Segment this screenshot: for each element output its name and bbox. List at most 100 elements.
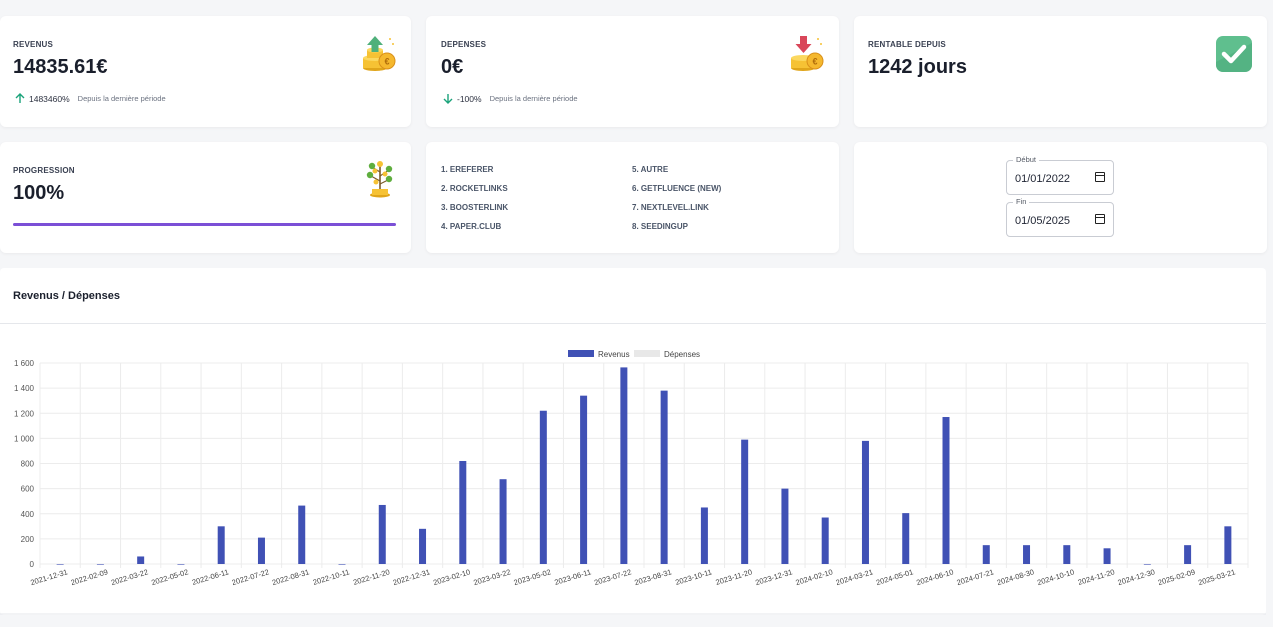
svg-text:€: € bbox=[384, 57, 389, 67]
progression-value: 100% bbox=[13, 182, 65, 204]
depenses-change-value: -100% bbox=[457, 93, 482, 104]
sources-col-2: 5. AUTRE 6. GETFLUENCE (NEW) 7. NEXTLEVE… bbox=[632, 164, 721, 240]
revenus-bar bbox=[56, 564, 64, 565]
arrow-up-icon bbox=[15, 93, 25, 103]
x-tick-label: 2022-05-02 bbox=[150, 567, 189, 587]
y-tick-label: 400 bbox=[21, 510, 35, 519]
revenus-bar bbox=[539, 410, 547, 564]
source-item: 5. AUTRE bbox=[632, 165, 669, 174]
depenses-label: DEPENSES bbox=[441, 40, 487, 49]
x-tick-label: 2023-08-31 bbox=[633, 567, 672, 587]
source-item: 3. BOOSTERLINK bbox=[441, 203, 509, 212]
progression-bar bbox=[13, 223, 396, 226]
revenus-bar bbox=[620, 367, 628, 564]
x-tick-label: 2024-07-21 bbox=[956, 567, 995, 587]
x-tick-label: 2023-05-02 bbox=[513, 567, 552, 587]
calendar-icon[interactable] bbox=[1095, 172, 1105, 182]
revenus-label: REVENUS bbox=[13, 40, 54, 49]
chart-title: Revenus / Dépenses bbox=[13, 290, 120, 302]
end-date-label: Fin bbox=[1013, 197, 1030, 206]
depenses-value: 0€ bbox=[441, 56, 464, 78]
sources-card: 1. EREFERER 2. ROCKETLINKS 3. BOOSTERLIN… bbox=[426, 142, 839, 253]
x-tick-label: 2023-06-11 bbox=[553, 567, 592, 587]
revenus-bar bbox=[861, 440, 869, 564]
revenus-bar bbox=[419, 528, 427, 564]
y-tick-label: 0 bbox=[30, 560, 35, 569]
revenus-bar bbox=[1103, 548, 1111, 564]
x-tick-label: 2023-12-31 bbox=[754, 567, 793, 587]
start-date-input[interactable]: Début 01/01/2022 bbox=[1006, 155, 1114, 195]
x-tick-label: 2022-11-20 bbox=[352, 567, 391, 587]
svg-text:€: € bbox=[812, 57, 817, 67]
x-tick-label: 2022-06-11 bbox=[191, 567, 230, 587]
revenus-bar bbox=[982, 545, 990, 564]
y-tick-label: 600 bbox=[21, 485, 35, 494]
x-tick-label: 2024-08-30 bbox=[996, 567, 1035, 587]
calendar-icon[interactable] bbox=[1095, 214, 1105, 224]
revenus-card: REVENUS 14835.61€ 1483460% Depuis la der… bbox=[0, 16, 411, 127]
progression-card: PROGRESSION 100% bbox=[0, 142, 411, 253]
y-tick-label: 200 bbox=[21, 535, 35, 544]
legend-swatch-revenus bbox=[568, 350, 594, 357]
chart-card: Revenus / Dépenses 0 200 400 600 800 1 000 1 2… bbox=[0, 268, 1266, 615]
source-item: 2. ROCKETLINKS bbox=[441, 184, 508, 193]
revenus-bar bbox=[700, 507, 708, 564]
start-date-label: Début bbox=[1013, 155, 1040, 164]
revenus-bar bbox=[580, 395, 588, 564]
revenus-bar bbox=[298, 505, 306, 564]
x-tick-label: 2024-10-10 bbox=[1036, 567, 1075, 587]
x-tick-label: 2023-11-20 bbox=[714, 567, 753, 587]
rentable-label: RENTABLE DEPUIS bbox=[868, 40, 946, 49]
x-tick-label: 2022-08-31 bbox=[271, 567, 310, 587]
revenus-since: Depuis la dernière période bbox=[77, 94, 166, 103]
y-tick-label: 800 bbox=[21, 460, 35, 469]
x-tick-label: 2025-03-21 bbox=[1197, 567, 1236, 587]
y-tick-label: 1 200 bbox=[14, 409, 35, 418]
revenus-bar bbox=[1143, 564, 1151, 565]
depenses-card: DEPENSES 0€ -100% Depuis la dernière pér… bbox=[426, 16, 839, 127]
x-tick-label: 2022-07-22 bbox=[231, 567, 270, 587]
revenus-bar bbox=[1184, 545, 1192, 564]
revenus-value: 14835.61€ bbox=[13, 56, 108, 78]
source-item: 7. NEXTLEVEL.LINK bbox=[632, 203, 709, 212]
depenses-change: -100% Depuis la dernière période bbox=[443, 93, 578, 104]
rentable-value: 1242 jours bbox=[868, 56, 967, 78]
revenus-bar bbox=[96, 564, 104, 565]
revenus-bar bbox=[137, 556, 145, 564]
y-tick-label: 1 400 bbox=[14, 384, 35, 393]
x-tick-label: 2022-03-22 bbox=[110, 567, 149, 587]
y-tick-label: 1 600 bbox=[14, 359, 35, 368]
legend-label-revenus: Revenus bbox=[598, 350, 630, 359]
revenus-change-value: 1483460% bbox=[29, 93, 70, 104]
revenus-bar bbox=[821, 517, 829, 564]
x-tick-label: 2022-12-31 bbox=[392, 567, 431, 587]
date-range-card: Début 01/01/2022 Fin 01/05/2025 bbox=[854, 142, 1267, 253]
progression-label: PROGRESSION bbox=[13, 166, 75, 175]
source-item: 1. EREFERER bbox=[441, 165, 494, 174]
x-tick-label: 2021-12-31 bbox=[29, 567, 68, 587]
x-tick-label: 2022-10-11 bbox=[312, 567, 351, 587]
x-tick-label: 2023-02-10 bbox=[432, 567, 471, 587]
revenus-bar bbox=[902, 513, 910, 564]
end-date-input[interactable]: Fin 01/05/2025 bbox=[1006, 197, 1114, 237]
x-tick-label: 2024-11-20 bbox=[1077, 567, 1116, 587]
x-tick-label: 2024-12-30 bbox=[1117, 567, 1156, 587]
revenus-bar bbox=[177, 564, 185, 565]
arrow-down-icon bbox=[443, 94, 453, 104]
x-tick-label: 2024-05-01 bbox=[875, 567, 914, 587]
check-badge-icon bbox=[1216, 36, 1252, 72]
depenses-since: Depuis la dernière période bbox=[489, 94, 578, 103]
x-tick-label: 2024-03-21 bbox=[835, 567, 874, 587]
coins-down-icon: € bbox=[791, 36, 824, 71]
revenus-bar bbox=[257, 537, 265, 564]
revenus-bar bbox=[459, 460, 467, 564]
x-tick-label: 2023-10-11 bbox=[674, 567, 713, 587]
revenus-bar bbox=[1023, 545, 1031, 564]
start-date-value: 01/01/2022 bbox=[1015, 173, 1071, 185]
revenus-bar bbox=[1063, 545, 1071, 564]
revenus-bar bbox=[378, 504, 386, 564]
rentable-card: RENTABLE DEPUIS 1242 jours bbox=[854, 16, 1267, 127]
revenus-bar bbox=[217, 526, 225, 564]
revenus-bar bbox=[338, 564, 346, 565]
x-tick-label: 2023-03-22 bbox=[472, 567, 511, 587]
